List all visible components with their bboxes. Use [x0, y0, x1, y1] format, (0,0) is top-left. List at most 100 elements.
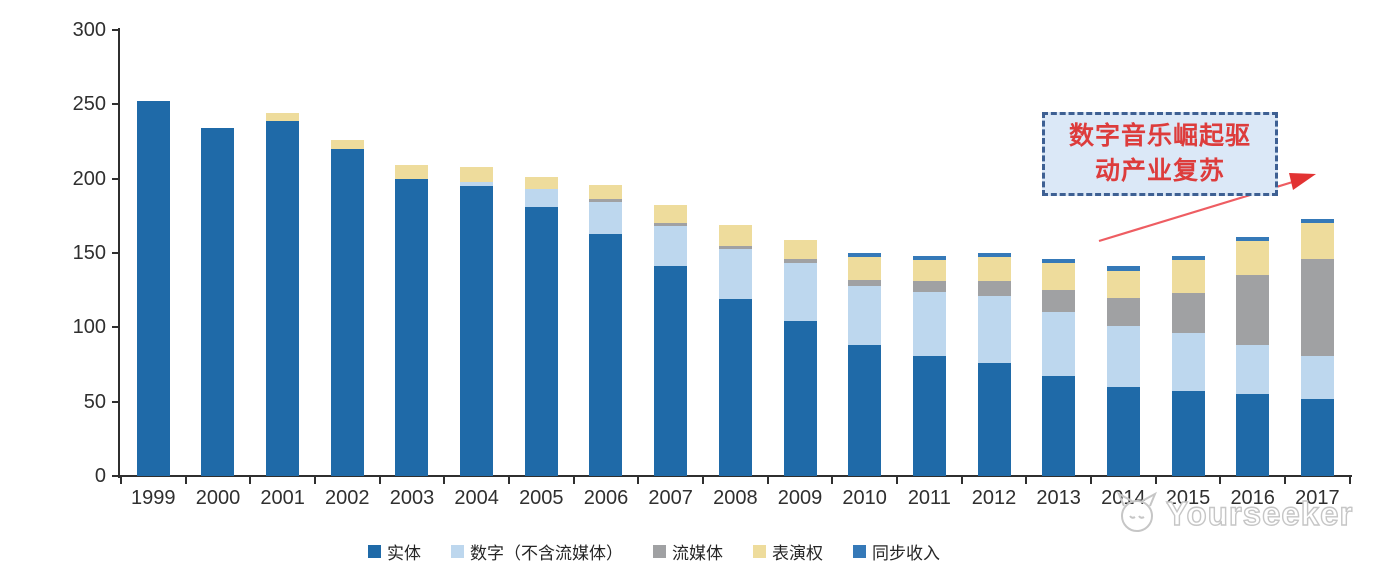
legend-marker-icon [853, 545, 866, 558]
legend-label: 实体 [387, 544, 421, 563]
bar-segment-2013 [1042, 376, 1076, 476]
bar-segment-2008 [718, 224, 752, 246]
bar-segment-2010 [848, 257, 882, 280]
bar-segment-2016 [1236, 345, 1270, 395]
bar-segment-2012 [977, 281, 1011, 297]
x-tick-label: 1999 [131, 487, 176, 509]
bar-segment-2005 [524, 177, 558, 190]
x-tick-label: 2009 [777, 487, 823, 509]
y-tick-mark [112, 177, 120, 180]
x-tick-label: 2004 [454, 487, 499, 509]
x-tick-mark [831, 477, 834, 484]
bar-segment-2007 [654, 266, 688, 476]
bar-segment-2004 [460, 186, 494, 476]
x-tick-mark [1284, 477, 1287, 484]
bar-segment-2003 [395, 165, 429, 179]
bar-segment-2015 [1171, 391, 1205, 476]
y-tick-label: 100 [72, 316, 106, 339]
x-tick-mark [896, 477, 898, 484]
bar-segment-2001 [266, 120, 300, 476]
x-tick-mark [443, 477, 446, 484]
bar-segment-2015 [1171, 255, 1205, 261]
bar-segment-2002 [330, 148, 364, 476]
legend-label: 同步收入 [872, 544, 940, 563]
bar-segment-2014 [1106, 266, 1140, 271]
bar-segment-2012 [977, 257, 1011, 282]
y-tick-label: 50 [83, 390, 106, 413]
bar-segment-2008 [718, 245, 752, 249]
bar-segment-2010 [848, 345, 882, 476]
bar-segment-2007 [654, 226, 688, 267]
x-tick-mark [766, 477, 769, 484]
legend: 实体 数字（不含流媒体） 流媒体 表演权 同步收入 [368, 539, 940, 564]
bar-segment-2009 [783, 263, 817, 322]
bar-segment-2008 [718, 299, 752, 476]
bar-segment-2011 [912, 291, 946, 356]
x-axis-line [118, 475, 1352, 477]
x-tick-label: 2002 [325, 487, 370, 509]
legend-marker-icon [451, 545, 464, 558]
x-tick-label: 2010 [842, 487, 887, 509]
legend-marker-icon [653, 545, 666, 558]
bar-segment-2005 [524, 206, 558, 476]
x-tick-mark [378, 477, 381, 484]
legend-item: 数字（不含流媒体） [451, 539, 623, 564]
bar-segment-2010 [848, 279, 882, 286]
annotation-line2: 动产业复苏 [1094, 157, 1225, 185]
x-tick-label: 2003 [389, 487, 435, 509]
x-tick-mark [184, 477, 187, 484]
x-tick-mark [119, 477, 122, 484]
annotation-line1: 数字音乐崛起驱 [1068, 122, 1251, 150]
bar-segment-2013 [1042, 290, 1076, 313]
y-tick-mark [112, 29, 120, 31]
bar-segment-2012 [977, 253, 1011, 258]
x-tick-mark [637, 477, 640, 484]
legend-marker-icon [753, 545, 766, 558]
legend-item: 流媒体 [653, 539, 723, 564]
bar-segment-2017 [1300, 258, 1334, 356]
x-tick-label: 2016 [1230, 487, 1275, 509]
bar-segment-2013 [1042, 263, 1076, 291]
bar-segment-2014 [1106, 386, 1140, 476]
x-tick-mark [1348, 477, 1351, 484]
cat-logo-icon [1116, 491, 1158, 532]
bar-segment-2012 [977, 363, 1011, 476]
x-tick-label: 2011 [907, 487, 951, 509]
y-tick-mark [112, 475, 120, 477]
y-tick-label: 200 [72, 167, 106, 190]
y-tick-label: 250 [72, 93, 106, 116]
y-tick-mark [112, 400, 120, 403]
y-tick-mark [112, 103, 120, 106]
bar-segment-2009 [783, 321, 817, 476]
y-tick-label: 300 [72, 19, 106, 41]
bar-segment-2007 [654, 205, 688, 224]
y-tick-mark [112, 252, 120, 254]
bar-segment-2011 [912, 355, 946, 476]
legend-item: 表演权 [753, 539, 823, 564]
bar-segment-2017 [1300, 398, 1334, 476]
x-tick-mark [1025, 477, 1028, 484]
x-tick-label: 2015 [1165, 487, 1211, 509]
x-tick-mark [249, 477, 252, 484]
bar-segment-2004 [460, 166, 494, 182]
bar-segment-2006 [589, 233, 623, 476]
bar-segment-2015 [1171, 333, 1205, 392]
legend-item: 同步收入 [853, 539, 940, 564]
x-tick-label: 2012 [971, 487, 1017, 509]
bar-segment-2004 [460, 181, 494, 187]
bar-segment-2009 [783, 258, 817, 264]
legend-label: 流媒体 [672, 544, 723, 563]
bar-segment-2014 [1106, 325, 1140, 387]
bar-segment-2013 [1042, 312, 1076, 377]
x-tick-label: 2017 [1295, 487, 1340, 509]
x-tick-label: 2000 [195, 487, 241, 509]
x-tick-label: 2013 [1036, 487, 1081, 509]
x-tick-label: 2001 [260, 487, 305, 509]
legend-label: 数字（不含流媒体） [470, 544, 623, 563]
bar-segment-2006 [589, 202, 623, 234]
x-tick-mark [1090, 477, 1092, 484]
x-tick-mark [960, 477, 963, 484]
x-tick-mark [507, 477, 510, 484]
bar-segment-2000 [201, 128, 235, 476]
